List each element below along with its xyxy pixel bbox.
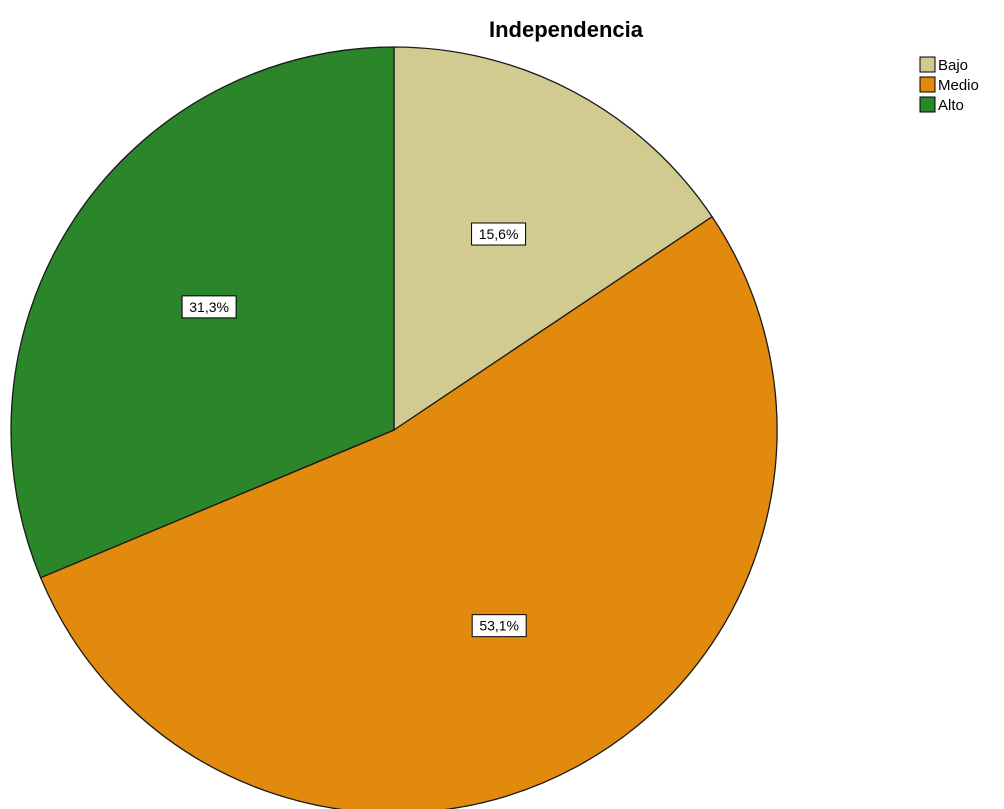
legend-swatch (919, 76, 936, 93)
slice-label-text: 31,3% (189, 299, 229, 315)
legend: Bajo Medio Alto (919, 56, 979, 114)
pie-slice-medio (39, 215, 778, 809)
slice-label-medio: 53,1% (471, 614, 527, 638)
slice-label-text: 53,1% (479, 618, 519, 634)
legend-item-alto: Alto (919, 96, 964, 114)
slice-label-box (471, 614, 527, 638)
slice-label-bajo: 15,6% (471, 222, 527, 246)
slice-label-text: 15,6% (479, 226, 519, 242)
pie-slice-bajo (393, 46, 714, 432)
legend-label: Bajo (938, 57, 968, 74)
legend-label: Medio (938, 77, 979, 94)
legend-label: Alto (938, 97, 964, 114)
slice-label-box (181, 295, 237, 319)
chart-title: Independencia (489, 17, 644, 42)
legend-swatch (919, 56, 936, 73)
legend-item-bajo: Bajo (919, 56, 968, 74)
slice-label-box (471, 222, 527, 246)
pie-value-labels: 15,6% 53,1% 31,3% (181, 222, 527, 638)
legend-swatch (919, 96, 936, 113)
legend-item-medio: Medio (919, 76, 979, 94)
slice-label-alto: 31,3% (181, 295, 237, 319)
pie-slices (10, 46, 778, 809)
